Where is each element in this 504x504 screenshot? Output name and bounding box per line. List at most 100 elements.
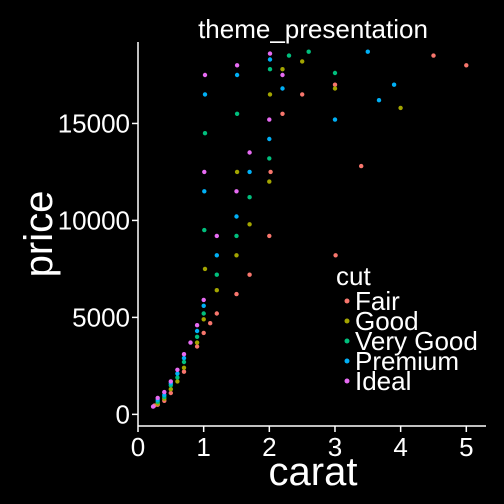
data-point-premium-14 xyxy=(267,57,273,62)
y-tick-label-10000: 10000 xyxy=(58,205,130,235)
y-axis-title: price xyxy=(17,191,61,278)
legend-key-ideal xyxy=(344,378,350,384)
legend-label-fair: Fair xyxy=(355,286,400,316)
data-point-fair-5 xyxy=(194,344,200,349)
data-point-good-8 xyxy=(214,288,219,293)
data-point-good-14 xyxy=(280,67,285,72)
data-point-good-11 xyxy=(247,222,252,227)
data-point-premium-16 xyxy=(332,117,338,122)
x-axis-title: carat xyxy=(269,450,358,494)
data-point-premium-5 xyxy=(194,328,200,334)
data-point-good-3 xyxy=(175,379,180,384)
data-point-good-17 xyxy=(398,105,403,111)
data-point-very-good-8 xyxy=(202,131,208,136)
data-point-fair-18 xyxy=(431,53,436,58)
x-tick-label-5: 5 xyxy=(459,432,473,462)
data-point-good-2 xyxy=(168,387,173,392)
data-point-very-good-11 xyxy=(234,111,240,117)
data-point-good-12 xyxy=(267,179,272,184)
data-point-premium-10 xyxy=(234,214,239,219)
data-point-fair-14 xyxy=(300,92,305,97)
data-point-good-6 xyxy=(201,317,206,322)
data-point-good-5 xyxy=(194,340,200,345)
legend-label-very-good: Very Good xyxy=(355,326,478,356)
data-point-ideal-8 xyxy=(201,297,206,303)
data-point-very-good-4 xyxy=(181,359,187,365)
data-point-fair-4 xyxy=(181,369,187,374)
data-point-ideal-16 xyxy=(267,51,273,56)
y-tick-label-15000: 15000 xyxy=(58,108,130,138)
data-point-premium-9 xyxy=(214,253,219,258)
data-point-very-good-15 xyxy=(286,53,292,58)
data-point-very-good-10 xyxy=(234,233,239,239)
data-point-premium-13 xyxy=(267,136,272,142)
data-point-fair-13 xyxy=(280,111,285,117)
x-tick-label-4: 4 xyxy=(393,432,407,462)
data-point-ideal-10 xyxy=(202,72,208,78)
data-point-good-15 xyxy=(300,59,305,64)
y-axis-ticks: 0 5000 10000 15000 xyxy=(58,108,138,429)
data-point-premium-11 xyxy=(234,72,240,78)
data-point-very-good-3 xyxy=(175,375,180,380)
legend-key-premium xyxy=(344,358,350,364)
legend-key-good xyxy=(344,318,350,324)
x-axis-ticks: 0 1 2 3 4 5 xyxy=(131,426,474,462)
data-point-fair-19 xyxy=(464,63,469,68)
data-point-fair-6 xyxy=(201,330,206,336)
legend-title: cut xyxy=(336,261,371,291)
y-tick-label-5000: 5000 xyxy=(72,302,130,332)
data-point-ideal-14 xyxy=(247,150,252,155)
data-point-fair-10 xyxy=(247,272,252,277)
points-layer xyxy=(150,49,469,409)
data-point-ideal-3 xyxy=(168,379,173,384)
data-point-ideal-1 xyxy=(155,395,160,401)
data-point-ideal-11 xyxy=(214,233,219,239)
data-point-good-7 xyxy=(202,266,208,272)
data-point-ideal-13 xyxy=(234,63,240,68)
data-point-premium-18 xyxy=(376,98,382,103)
data-point-premium-4 xyxy=(181,355,187,361)
data-point-fair-15 xyxy=(332,82,338,87)
data-point-very-good-7 xyxy=(202,227,207,233)
x-tick-label-1: 1 xyxy=(196,432,210,462)
data-point-fair-12 xyxy=(268,169,273,175)
data-point-premium-6 xyxy=(201,303,206,308)
data-point-ideal-17 xyxy=(280,72,285,78)
data-point-ideal-4 xyxy=(175,367,180,372)
data-point-good-16 xyxy=(332,86,338,91)
legend-key-fair xyxy=(344,298,350,304)
legend-label-ideal: Ideal xyxy=(355,366,411,396)
chart-title: theme_presentation xyxy=(198,14,428,44)
data-point-good-13 xyxy=(267,92,273,97)
data-point-premium-7 xyxy=(202,189,207,194)
data-point-premium-19 xyxy=(391,82,397,87)
data-point-ideal-0 xyxy=(150,404,156,409)
data-point-fair-7 xyxy=(208,321,213,326)
data-point-fair-8 xyxy=(214,311,219,316)
data-point-premium-8 xyxy=(202,92,208,97)
data-point-ideal-15 xyxy=(267,117,272,122)
data-point-fair-3 xyxy=(168,390,173,396)
data-point-very-good-13 xyxy=(267,156,272,161)
data-point-very-good-6 xyxy=(201,311,206,316)
x-tick-label-2: 2 xyxy=(262,432,276,462)
data-point-premium-3 xyxy=(175,371,180,376)
data-point-ideal-5 xyxy=(181,352,187,357)
data-point-ideal-2 xyxy=(162,389,167,395)
data-point-ideal-7 xyxy=(194,323,200,328)
data-point-ideal-12 xyxy=(234,189,239,194)
data-point-ideal-6 xyxy=(188,340,193,345)
data-point-fair-11 xyxy=(267,233,272,239)
data-point-premium-17 xyxy=(365,49,370,54)
data-point-fair-16 xyxy=(333,253,338,258)
data-point-very-good-16 xyxy=(306,49,311,54)
data-point-very-good-12 xyxy=(247,195,252,200)
data-point-premium-12 xyxy=(247,169,252,175)
data-point-very-good-14 xyxy=(267,67,273,72)
data-point-very-good-5 xyxy=(194,334,200,339)
data-point-very-good-9 xyxy=(214,272,219,277)
data-point-good-10 xyxy=(234,169,240,175)
